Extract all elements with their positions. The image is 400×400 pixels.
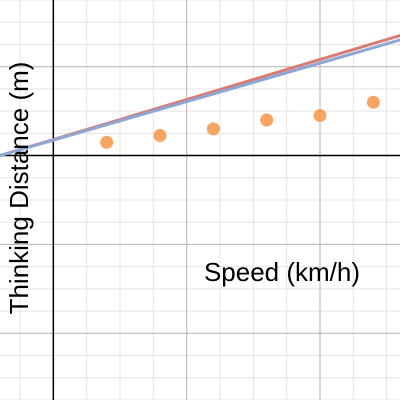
data-point-1 (100, 135, 114, 149)
data-point-6 (366, 95, 380, 109)
trend-line-2 (0, 38, 400, 158)
data-point-5 (313, 109, 327, 123)
data-point-2 (153, 129, 167, 143)
data-point-3 (206, 122, 220, 136)
y-axis-label: Thinking Distance (m) (4, 62, 34, 315)
series-layer (0, 34, 400, 158)
data-point-4 (260, 113, 274, 127)
x-axis-label: Speed (km/h) (204, 257, 360, 287)
